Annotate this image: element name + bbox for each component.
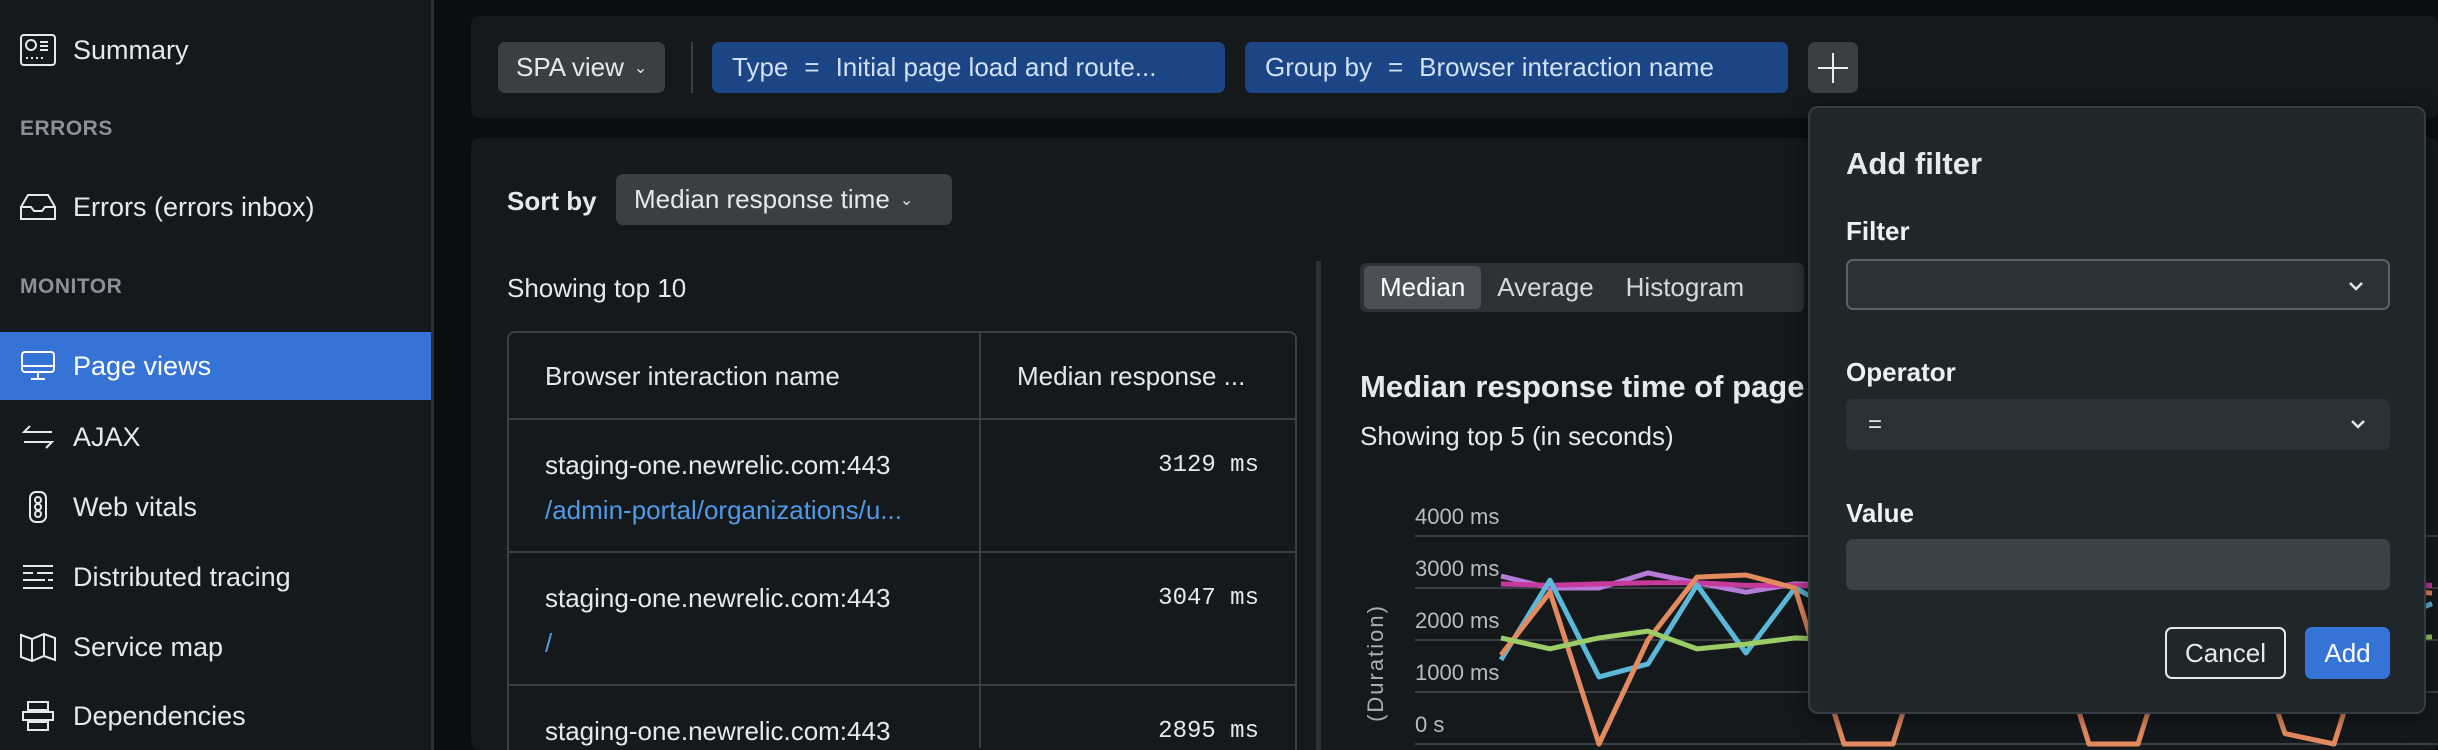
sidebar-item-dependencies[interactable]: Dependencies	[0, 682, 431, 750]
y-tick-label: 4000 ms	[1415, 504, 1499, 529]
sidebar-item-distributed-tracing[interactable]: Distributed tracing	[0, 543, 431, 611]
monitor-icon	[19, 349, 57, 383]
map-icon	[19, 630, 57, 664]
row-path-link[interactable]: /admin-portal/organizations/u...	[545, 495, 902, 525]
sidebar-item-label: AJAX	[73, 421, 141, 452]
filter-label: Filter	[1846, 216, 1910, 246]
add-filter-popover: Add filter Filter Operator = Value Cance…	[1808, 106, 2426, 714]
sidebar-item-ajax[interactable]: AJAX	[0, 403, 431, 471]
sidebar-item-label: Summary	[73, 34, 189, 65]
y-tick-label: 0 s	[1415, 712, 1444, 737]
type-filter-pill[interactable]: Type = Initial page load and route...	[712, 42, 1225, 93]
y-tick-label: 3000 ms	[1415, 556, 1499, 581]
inbox-icon	[19, 190, 57, 224]
sidebar: Summary ERRORS Errors (errors inbox) MON…	[0, 0, 434, 750]
row-host: staging-one.newrelic.com:443	[545, 450, 891, 480]
table-row[interactable]: staging-one.newrelic.com:443 / 3047 ms	[509, 553, 1295, 686]
filter-value: Initial page load and route...	[835, 52, 1157, 82]
results-table: Browser interaction name Median response…	[507, 331, 1297, 750]
sidebar-item-label: Page views	[73, 350, 212, 381]
row-value: 3129 ms	[1158, 452, 1259, 479]
tab-histogram[interactable]: Histogram	[1625, 272, 1745, 302]
value-label: Value	[1846, 498, 1914, 528]
spa-view-label: SPA view	[516, 52, 624, 82]
column-header-median[interactable]: Median response ...	[1017, 361, 1246, 391]
chevron-down-icon: ⌄	[633, 59, 648, 77]
row-value: 3047 ms	[1158, 585, 1259, 612]
filter-key: Type	[732, 52, 789, 82]
table-header: Browser interaction name Median response…	[509, 333, 1295, 420]
chevron-down-icon: ⌄	[899, 191, 914, 209]
chart-tabs: Median Average Histogram	[1360, 263, 1804, 312]
spa-view-dropdown[interactable]: SPA view ⌄	[498, 42, 666, 93]
y-tick-label: 1000 ms	[1415, 660, 1499, 685]
dependencies-icon	[19, 699, 57, 733]
sidebar-item-label: Dependencies	[73, 700, 246, 731]
divider	[691, 42, 693, 93]
add-filter-button[interactable]	[1808, 42, 1858, 93]
add-button[interactable]: Add	[2305, 627, 2390, 679]
column-header-name[interactable]: Browser interaction name	[545, 361, 840, 391]
operator-label: Operator	[1846, 357, 1956, 387]
y-tick-label: 2000 ms	[1415, 608, 1499, 633]
sidebar-item-page-views[interactable]: Page views	[0, 332, 431, 400]
popover-title: Add filter	[1846, 146, 1983, 181]
sort-value: Median response time	[634, 184, 890, 214]
section-errors: ERRORS	[20, 117, 113, 140]
dashboard-icon	[19, 33, 57, 67]
sidebar-item-label: Web vitals	[73, 491, 198, 522]
row-path-link[interactable]: /	[545, 628, 553, 658]
tracing-icon	[19, 560, 57, 594]
traffic-light-icon	[19, 490, 57, 524]
showing-count: Showing top 10	[507, 273, 687, 303]
filter-key: Group by	[1265, 52, 1372, 82]
filter-select[interactable]	[1846, 259, 2390, 310]
operator-select-value: =	[1868, 410, 1883, 438]
table-row[interactable]: staging-one.newrelic.com:443 2895 ms	[509, 686, 1295, 748]
sidebar-item-errors-inbox[interactable]: Errors (errors inbox)	[0, 173, 431, 241]
filter-value: Browser interaction name	[1419, 52, 1714, 82]
sort-by-label: Sort by	[507, 186, 597, 216]
group-by-pill[interactable]: Group by = Browser interaction name	[1245, 42, 1788, 93]
plus-icon	[1818, 52, 1848, 83]
tab-median[interactable]: Median	[1364, 266, 1482, 309]
sidebar-item-summary[interactable]: Summary	[0, 16, 431, 84]
row-host: staging-one.newrelic.com:443	[545, 716, 891, 746]
sidebar-item-label: Errors (errors inbox)	[73, 191, 315, 222]
operator-select[interactable]: =	[1846, 399, 2390, 450]
chevron-down-icon	[2349, 282, 2363, 291]
y-axis-label: (Duration)	[1363, 604, 1388, 722]
cancel-button[interactable]: Cancel	[2165, 627, 2286, 679]
arrows-exchange-icon	[19, 420, 57, 454]
section-monitor: MONITOR	[20, 275, 123, 298]
chart-subtitle: Showing top 5 (in seconds)	[1360, 421, 1674, 451]
filter-operator: =	[1387, 52, 1404, 82]
sidebar-item-service-map[interactable]: Service map	[0, 613, 431, 681]
table-row[interactable]: staging-one.newrelic.com:443 /admin-port…	[509, 420, 1295, 553]
sidebar-item-web-vitals[interactable]: Web vitals	[0, 473, 431, 541]
chevron-down-icon	[2351, 420, 2365, 429]
chart-title: Median response time of page	[1360, 369, 1805, 404]
value-input[interactable]	[1846, 539, 2390, 590]
sort-dropdown[interactable]: Median response time ⌄	[616, 174, 952, 225]
sidebar-item-label: Distributed tracing	[73, 561, 291, 592]
tab-average[interactable]: Average	[1497, 272, 1594, 302]
filter-operator: =	[804, 52, 820, 82]
panel-resize-handle[interactable]	[1316, 261, 1321, 750]
row-host: staging-one.newrelic.com:443	[545, 583, 891, 613]
sidebar-item-label: Service map	[73, 631, 224, 662]
row-value: 2895 ms	[1158, 718, 1259, 745]
